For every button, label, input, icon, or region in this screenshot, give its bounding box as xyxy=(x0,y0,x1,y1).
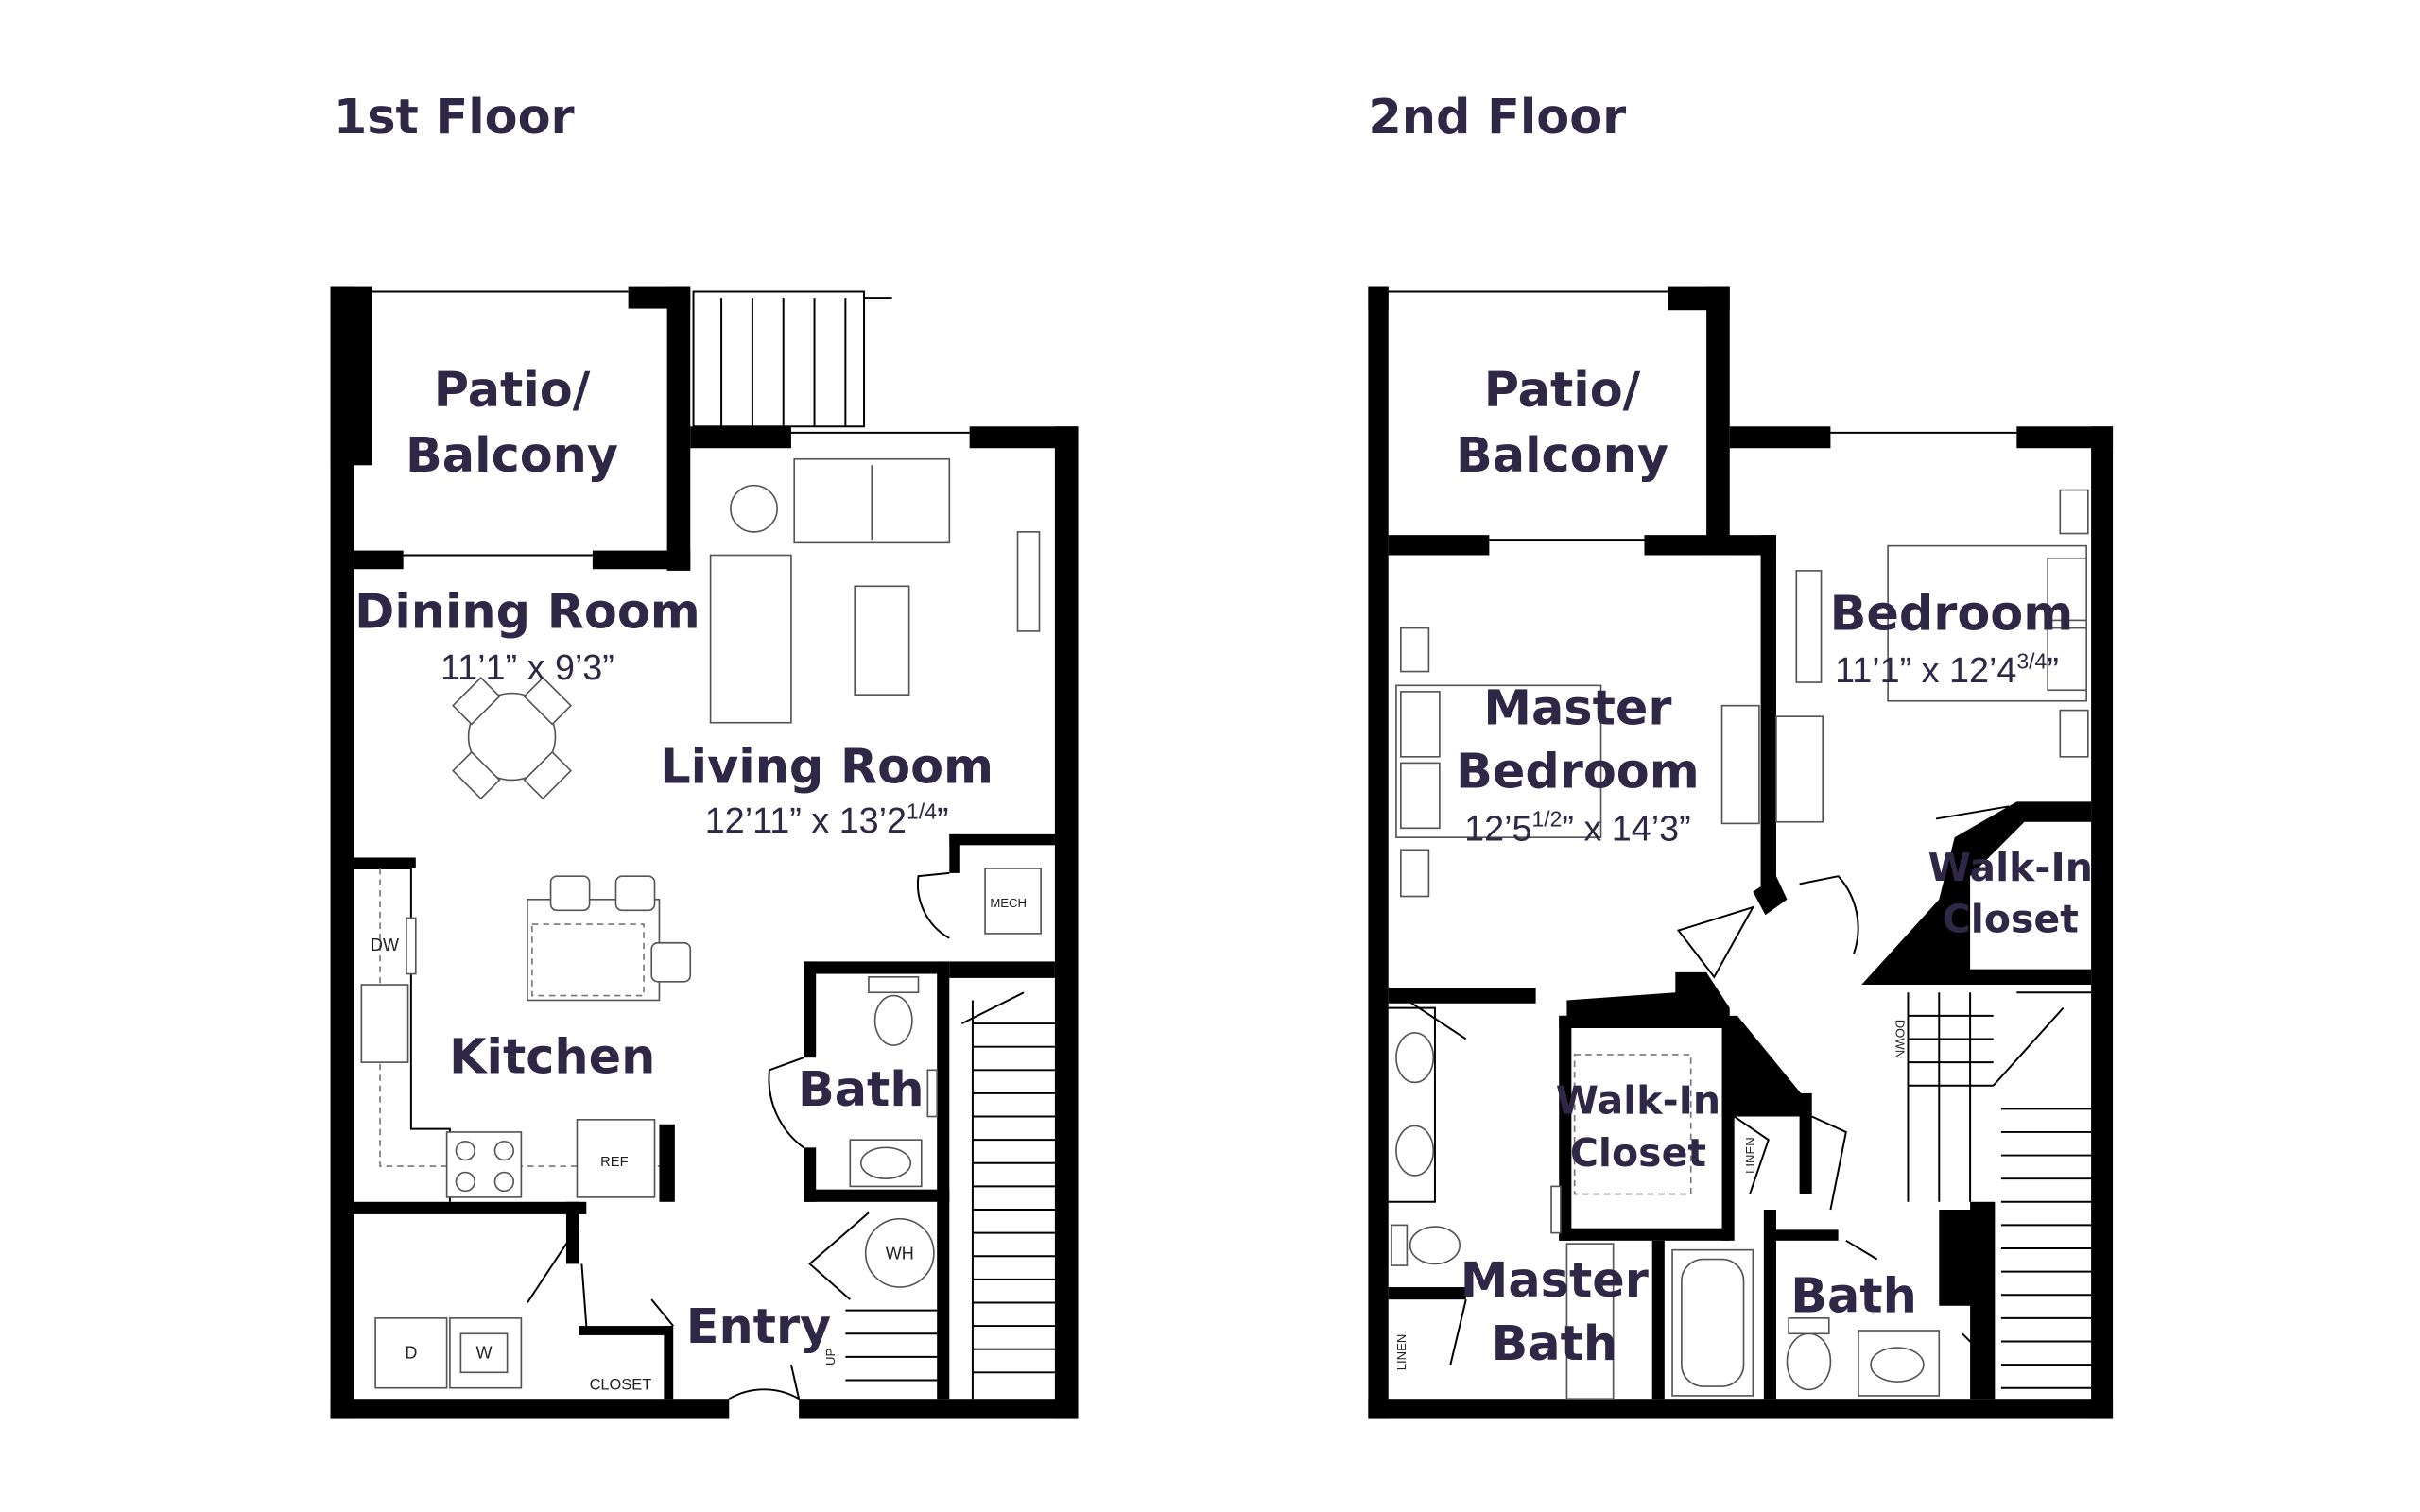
first-floor-fixtures xyxy=(354,290,1055,1401)
dim-end: ” xyxy=(2047,650,2059,690)
fixture-label: DOWN xyxy=(1893,1020,1907,1059)
dim-main: 11’1” x 12’4 xyxy=(1835,650,2016,690)
room-name: Kitchen xyxy=(449,1029,655,1085)
room-name: Master xyxy=(1461,1252,1649,1308)
fixture-label: CLOSET xyxy=(590,1376,652,1393)
room-name: Master xyxy=(1483,679,1671,735)
first-floor-walls xyxy=(330,286,1079,1419)
fixture-label: UP xyxy=(823,1349,838,1366)
room-name: Walk-In xyxy=(1556,1077,1720,1123)
room-dimensions: 11’1” x 9’3” xyxy=(441,647,614,687)
floor-title: 1st Floor xyxy=(334,89,575,145)
fixture-label: D xyxy=(405,1344,417,1363)
second-floor-room-labels: Patio/ Balcony Bedroom 11’1” x 12’43/4 ” … xyxy=(1394,362,2093,1371)
room-name: Bedroom xyxy=(1830,585,2074,641)
room-name: Closet xyxy=(1570,1130,1706,1176)
first-floor-room-labels: Patio/ Balcony Dining Room 11’1” x 9’3” … xyxy=(354,362,1027,1393)
fixture-label: LINEN xyxy=(1394,1334,1409,1371)
fixture-label: W xyxy=(475,1344,492,1363)
room-dimensions: 12’51/2” x 14’3” xyxy=(1464,807,1691,849)
fixture-label: WH xyxy=(886,1245,914,1263)
room-name: Closet xyxy=(1943,896,2079,941)
room-name: Bath xyxy=(1790,1267,1917,1323)
fixture-label: DW xyxy=(371,936,399,954)
room-name: Dining Room xyxy=(354,584,700,640)
dim-main: 12’11” x 13’2 xyxy=(705,800,907,840)
room-name: Walk-In xyxy=(1928,845,2093,890)
room-dimensions: 12’11” x 13’21/4” xyxy=(705,799,949,840)
dim-end: ” x 14’3” xyxy=(1562,808,1690,848)
dim-main: 12’5 xyxy=(1464,808,1531,848)
second-floor-walls xyxy=(1368,286,2114,1419)
fixture-label: MECH xyxy=(990,896,1027,910)
room-name: Bath xyxy=(798,1061,925,1117)
room-name: Patio/ xyxy=(1484,362,1641,418)
floor-title: 2nd Floor xyxy=(1368,89,1626,145)
room-name: Entry xyxy=(686,1298,832,1354)
dim-fraction: 1/4 xyxy=(907,799,937,823)
room-name: Patio/ xyxy=(434,362,591,418)
fixture-label: LINEN xyxy=(1743,1137,1757,1174)
fixture-label: REF xyxy=(600,1155,629,1170)
dim-fraction: 3/4 xyxy=(2016,648,2047,673)
dim-end: ” xyxy=(937,800,949,840)
room-name: Living Room xyxy=(660,739,994,795)
room-name: Balcony xyxy=(406,427,618,483)
room-name: Bath xyxy=(1492,1315,1618,1371)
room-dimensions: 11’1” x 12’43/4” xyxy=(1835,648,2059,690)
room-name: Balcony xyxy=(1456,427,1668,483)
dim-fraction: 1/2 xyxy=(1531,807,1562,832)
second-floor-fixtures xyxy=(1388,489,2092,1400)
room-name: Bedroom xyxy=(1456,744,1700,799)
